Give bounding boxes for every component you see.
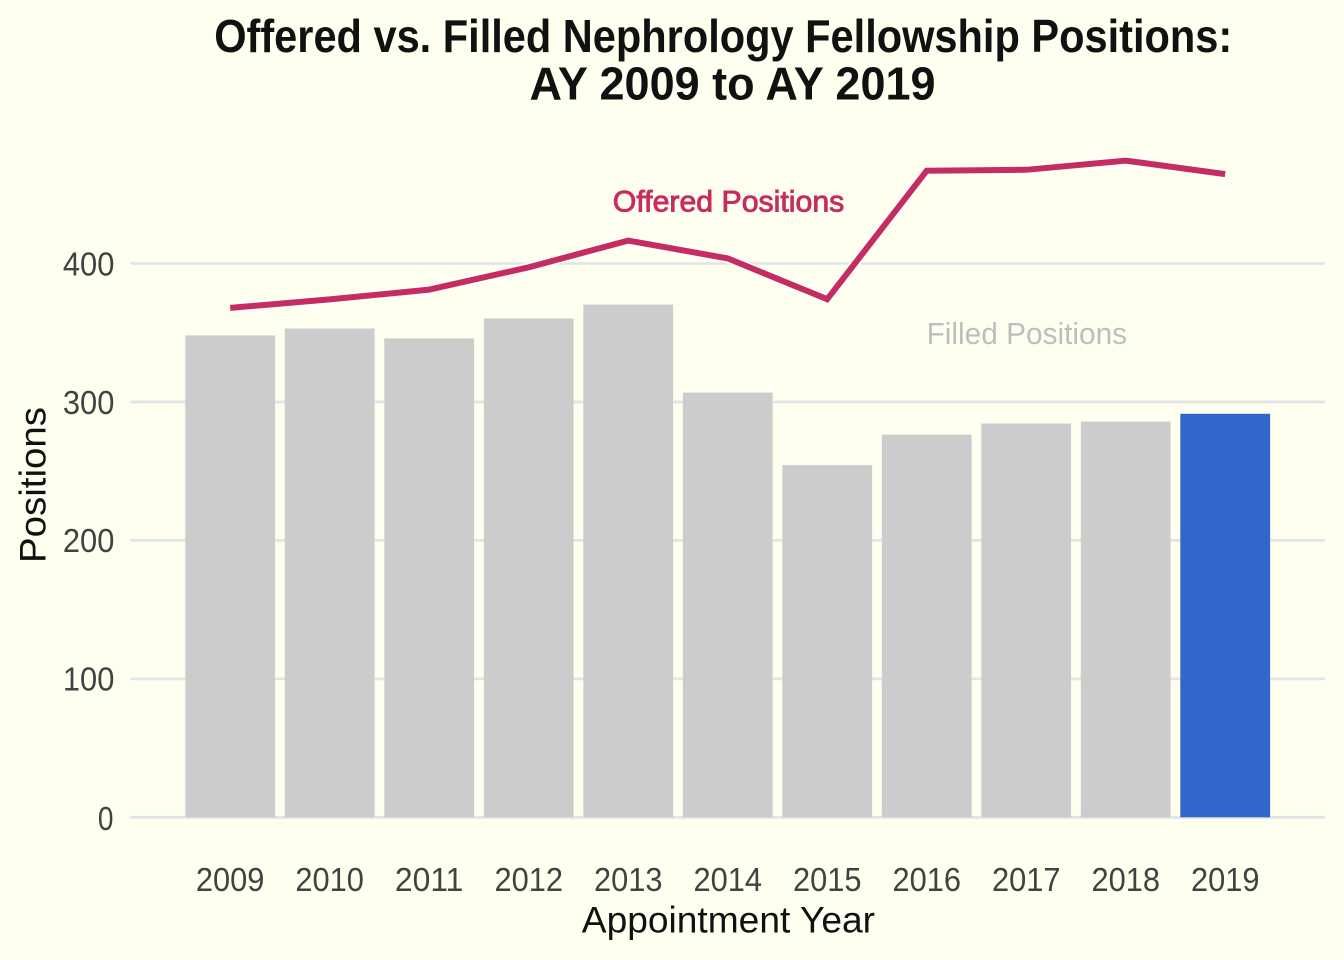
- svg-text:2010: 2010: [295, 861, 364, 898]
- svg-text:2009: 2009: [196, 861, 265, 898]
- svg-text:100: 100: [63, 661, 115, 698]
- svg-text:Appointment Year: Appointment Year: [582, 899, 875, 940]
- svg-text:2018: 2018: [1092, 861, 1161, 898]
- svg-text:Positions: Positions: [12, 407, 53, 563]
- svg-text:0: 0: [98, 800, 114, 837]
- svg-text:2012: 2012: [495, 861, 564, 898]
- svg-text:300: 300: [63, 384, 115, 421]
- svg-text:2016: 2016: [893, 861, 962, 898]
- svg-text:2015: 2015: [793, 861, 862, 898]
- svg-text:200: 200: [63, 522, 115, 559]
- svg-text:2011: 2011: [395, 861, 464, 898]
- svg-text:AY 2009 to AY 2019: AY 2009 to AY 2019: [530, 58, 936, 110]
- svg-text:2019: 2019: [1191, 861, 1260, 898]
- svg-text:2014: 2014: [694, 861, 763, 898]
- svg-text:Offered vs. Filled Nephrology: Offered vs. Filled Nephrology Fellowship…: [214, 10, 1232, 62]
- svg-text:Offered Positions: Offered Positions: [613, 186, 845, 219]
- svg-text:2017: 2017: [992, 861, 1061, 898]
- svg-text:2013: 2013: [594, 861, 663, 898]
- svg-text:400: 400: [63, 245, 115, 282]
- svg-text:Filled Positions: Filled Positions: [927, 317, 1128, 351]
